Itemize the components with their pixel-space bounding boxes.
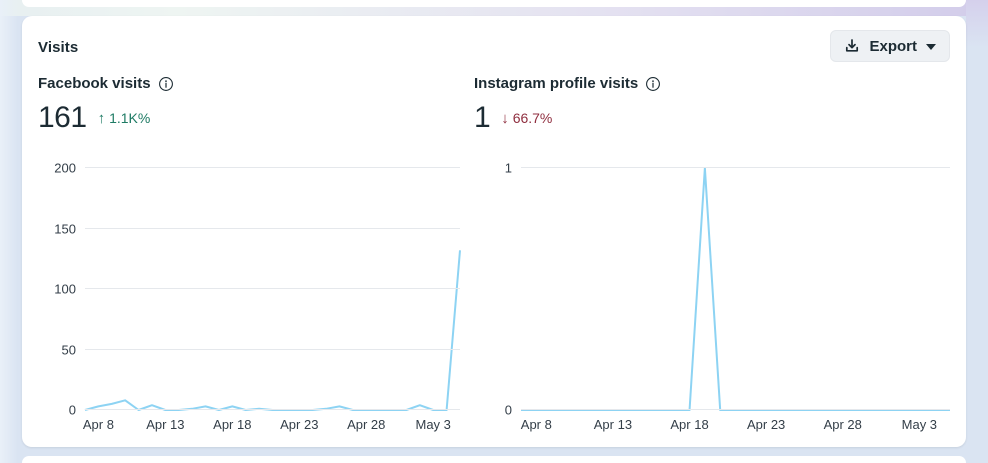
page-background-left-edge [0,0,18,463]
page-title: Visits [38,39,79,56]
gridline [85,409,460,410]
x-tick-label: Apr 23 [280,417,319,432]
instagram-visits-trend-text: 66.7% [512,110,553,126]
instagram-visits-x-axis: Apr 8 Apr 13 Apr 18 Apr 23 Apr 28 May 3 [521,417,950,437]
gridline [521,167,950,168]
next-card-top [22,456,966,463]
gridline [85,227,460,229]
caret-down-icon [926,43,936,50]
x-tick-label: Apr 8 [82,417,114,432]
download-icon [844,38,860,54]
x-tick-label: Apr 8 [520,417,552,432]
instagram-visits-title: Instagram profile visits [474,75,639,92]
facebook-visits-section: Facebook visits 161 ↑ 1.1K% [38,75,460,437]
info-icon[interactable] [158,76,174,92]
page-background-corner [966,0,988,48]
previous-card-bottom [22,0,966,7]
facebook-visits-trend: ↑ 1.1K% [98,110,151,127]
visits-card: Visits Export Facebook visits [22,16,966,447]
export-button-label: Export [869,37,917,55]
export-button[interactable]: Export [830,30,950,62]
y-tick-label: 200 [54,160,76,176]
facebook-visits-plot-area: 0 50 100 150 200 [54,162,460,417]
y-tick-label: 150 [54,221,76,236]
facebook-visits-chart: 0 50 100 150 200 [54,162,460,417]
instagram-visits-value-row: 1 ↓ 66.7% [474,101,950,135]
instagram-visits-line-chart [521,168,950,410]
x-tick-label: May 3 [901,417,938,432]
trend-up-arrow-icon: ↑ [97,109,106,127]
info-icon[interactable] [645,76,661,92]
y-tick-label: 1 [504,160,512,176]
gridline [521,409,950,410]
instagram-visits-trend: ↓ 66.7% [501,110,552,127]
x-tick-label: Apr 13 [146,417,185,432]
gridline [85,167,460,168]
x-tick-label: Apr 13 [593,417,633,432]
y-tick-label: 0 [68,402,76,418]
facebook-visits-line [85,250,460,410]
instagram-visits-header: Instagram profile visits [474,75,950,92]
x-tick-label: Apr 18 [213,417,252,432]
instagram-profile-visits-section: Instagram profile visits 1 ↓ 66.7% [474,75,950,437]
gridline [85,288,460,289]
x-tick-label: Apr 23 [746,417,786,432]
charts-row: Facebook visits 161 ↑ 1.1K% [38,75,950,437]
x-tick-label: May 3 [415,417,451,432]
facebook-visits-trend-text: 1.1K% [109,110,151,126]
instagram-visits-line [521,168,950,410]
facebook-visits-value-row: 161 ↑ 1.1K% [38,101,460,135]
facebook-visits-value: 161 [38,101,87,134]
x-tick-label: Apr 28 [823,417,862,432]
trend-down-arrow-icon: ↓ [501,109,509,127]
x-tick-label: Apr 28 [347,417,386,432]
facebook-visits-title: Facebook visits [38,75,151,92]
facebook-visits-line-chart [85,168,460,410]
facebook-visits-x-axis: Apr 8 Apr 13 Apr 18 Apr 23 Apr 28 May 3 [82,417,460,437]
gridline [85,348,460,350]
facebook-visits-header: Facebook visits [38,75,460,92]
y-tick-label: 0 [504,402,512,418]
y-tick-label: 100 [54,281,76,297]
instagram-visits-value: 1 [474,101,491,134]
y-tick-label: 50 [61,342,76,357]
x-tick-label: Apr 18 [670,417,709,432]
card-header: Visits Export [38,30,950,62]
